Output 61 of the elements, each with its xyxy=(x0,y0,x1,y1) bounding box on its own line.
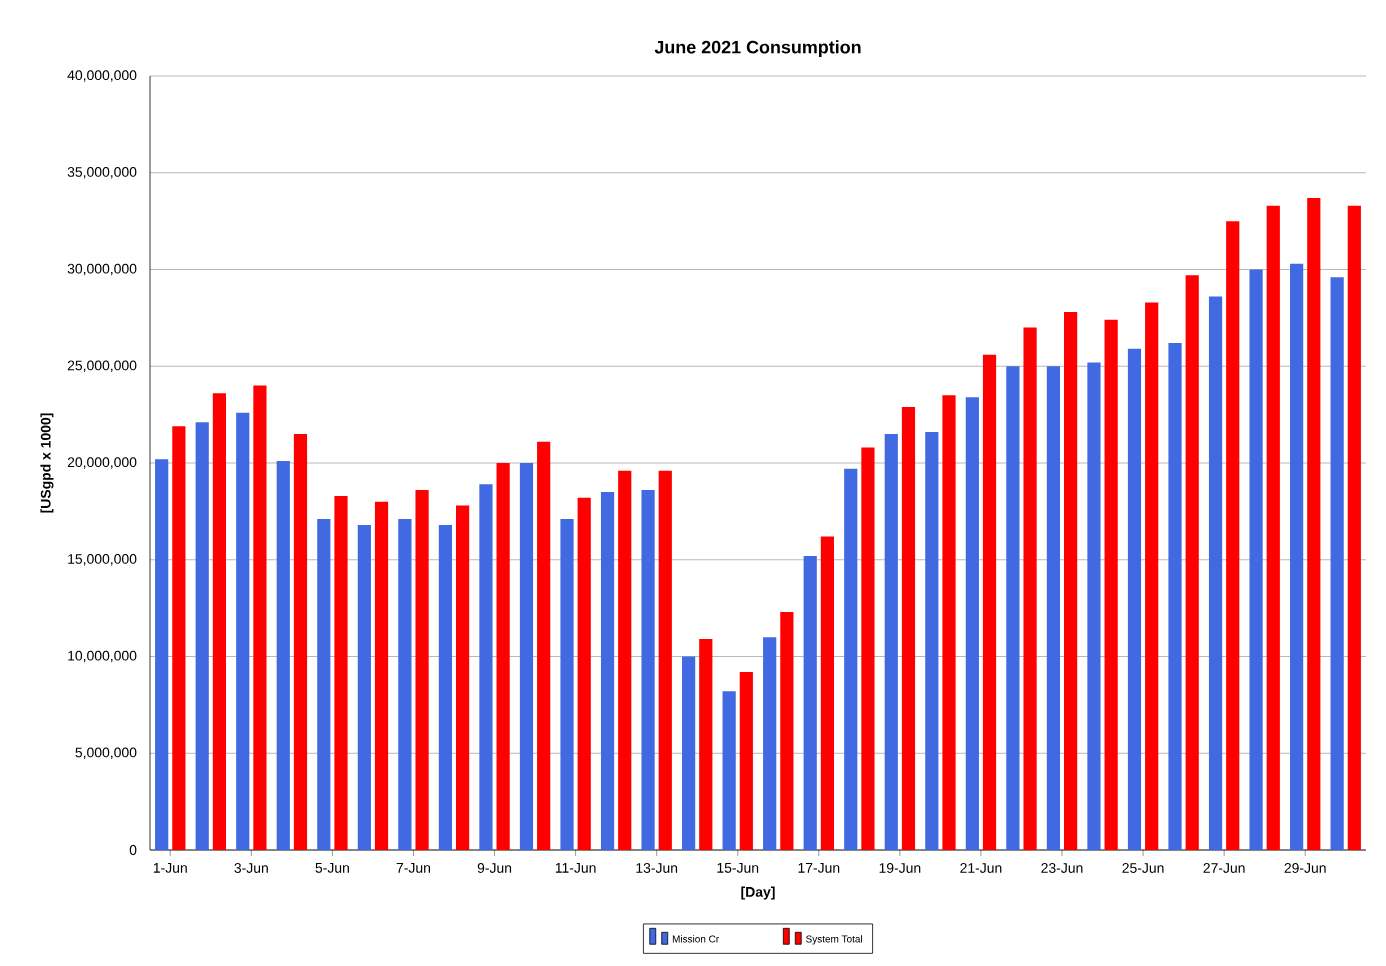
bar xyxy=(739,671,753,850)
bar xyxy=(982,354,997,850)
bar xyxy=(172,426,186,850)
bar xyxy=(803,555,817,850)
bar xyxy=(901,406,916,850)
bar xyxy=(357,524,371,850)
bar xyxy=(658,470,672,850)
bar xyxy=(236,412,250,850)
bar xyxy=(455,505,470,850)
bar xyxy=(1307,197,1321,850)
bar xyxy=(1208,296,1223,850)
bar xyxy=(965,397,979,850)
bar xyxy=(577,497,591,850)
bar xyxy=(1185,275,1199,850)
bar xyxy=(374,501,389,850)
bar xyxy=(1226,221,1240,850)
bar xyxy=(844,468,858,850)
bar xyxy=(1087,362,1101,850)
bar xyxy=(682,656,696,850)
bar xyxy=(415,490,429,850)
bar xyxy=(1347,205,1361,850)
bar xyxy=(537,441,551,850)
bar xyxy=(317,519,331,850)
bar xyxy=(293,433,308,850)
bar xyxy=(519,463,534,850)
bar xyxy=(1006,366,1020,850)
bar xyxy=(212,393,226,850)
bar xyxy=(763,637,777,850)
bar xyxy=(699,639,713,850)
bar xyxy=(1266,205,1280,850)
bar xyxy=(155,459,169,850)
bar xyxy=(253,385,267,850)
bar xyxy=(398,519,412,850)
bar xyxy=(1290,263,1304,850)
bar xyxy=(942,395,956,850)
bar xyxy=(884,433,898,850)
bar xyxy=(780,611,794,850)
bar xyxy=(641,490,655,850)
bar xyxy=(1249,269,1263,850)
bar xyxy=(195,422,209,850)
chart-title: June 2021 Consumption xyxy=(654,40,861,57)
bar xyxy=(479,484,493,850)
bar xyxy=(861,447,875,850)
bar xyxy=(1330,277,1344,850)
bar xyxy=(560,519,574,850)
bar xyxy=(1145,302,1159,850)
bar xyxy=(1046,366,1061,850)
bar xyxy=(618,470,632,850)
bar xyxy=(1023,327,1037,850)
bar xyxy=(1104,319,1118,850)
bar xyxy=(1168,343,1182,850)
bar xyxy=(722,691,736,850)
bar xyxy=(820,536,834,850)
bar xyxy=(1064,312,1078,850)
bar xyxy=(334,495,348,850)
bar xyxy=(1127,348,1142,850)
bar xyxy=(438,524,453,850)
bar xyxy=(925,432,939,850)
bar xyxy=(600,492,615,850)
bar xyxy=(496,463,510,850)
bar xyxy=(276,461,290,850)
